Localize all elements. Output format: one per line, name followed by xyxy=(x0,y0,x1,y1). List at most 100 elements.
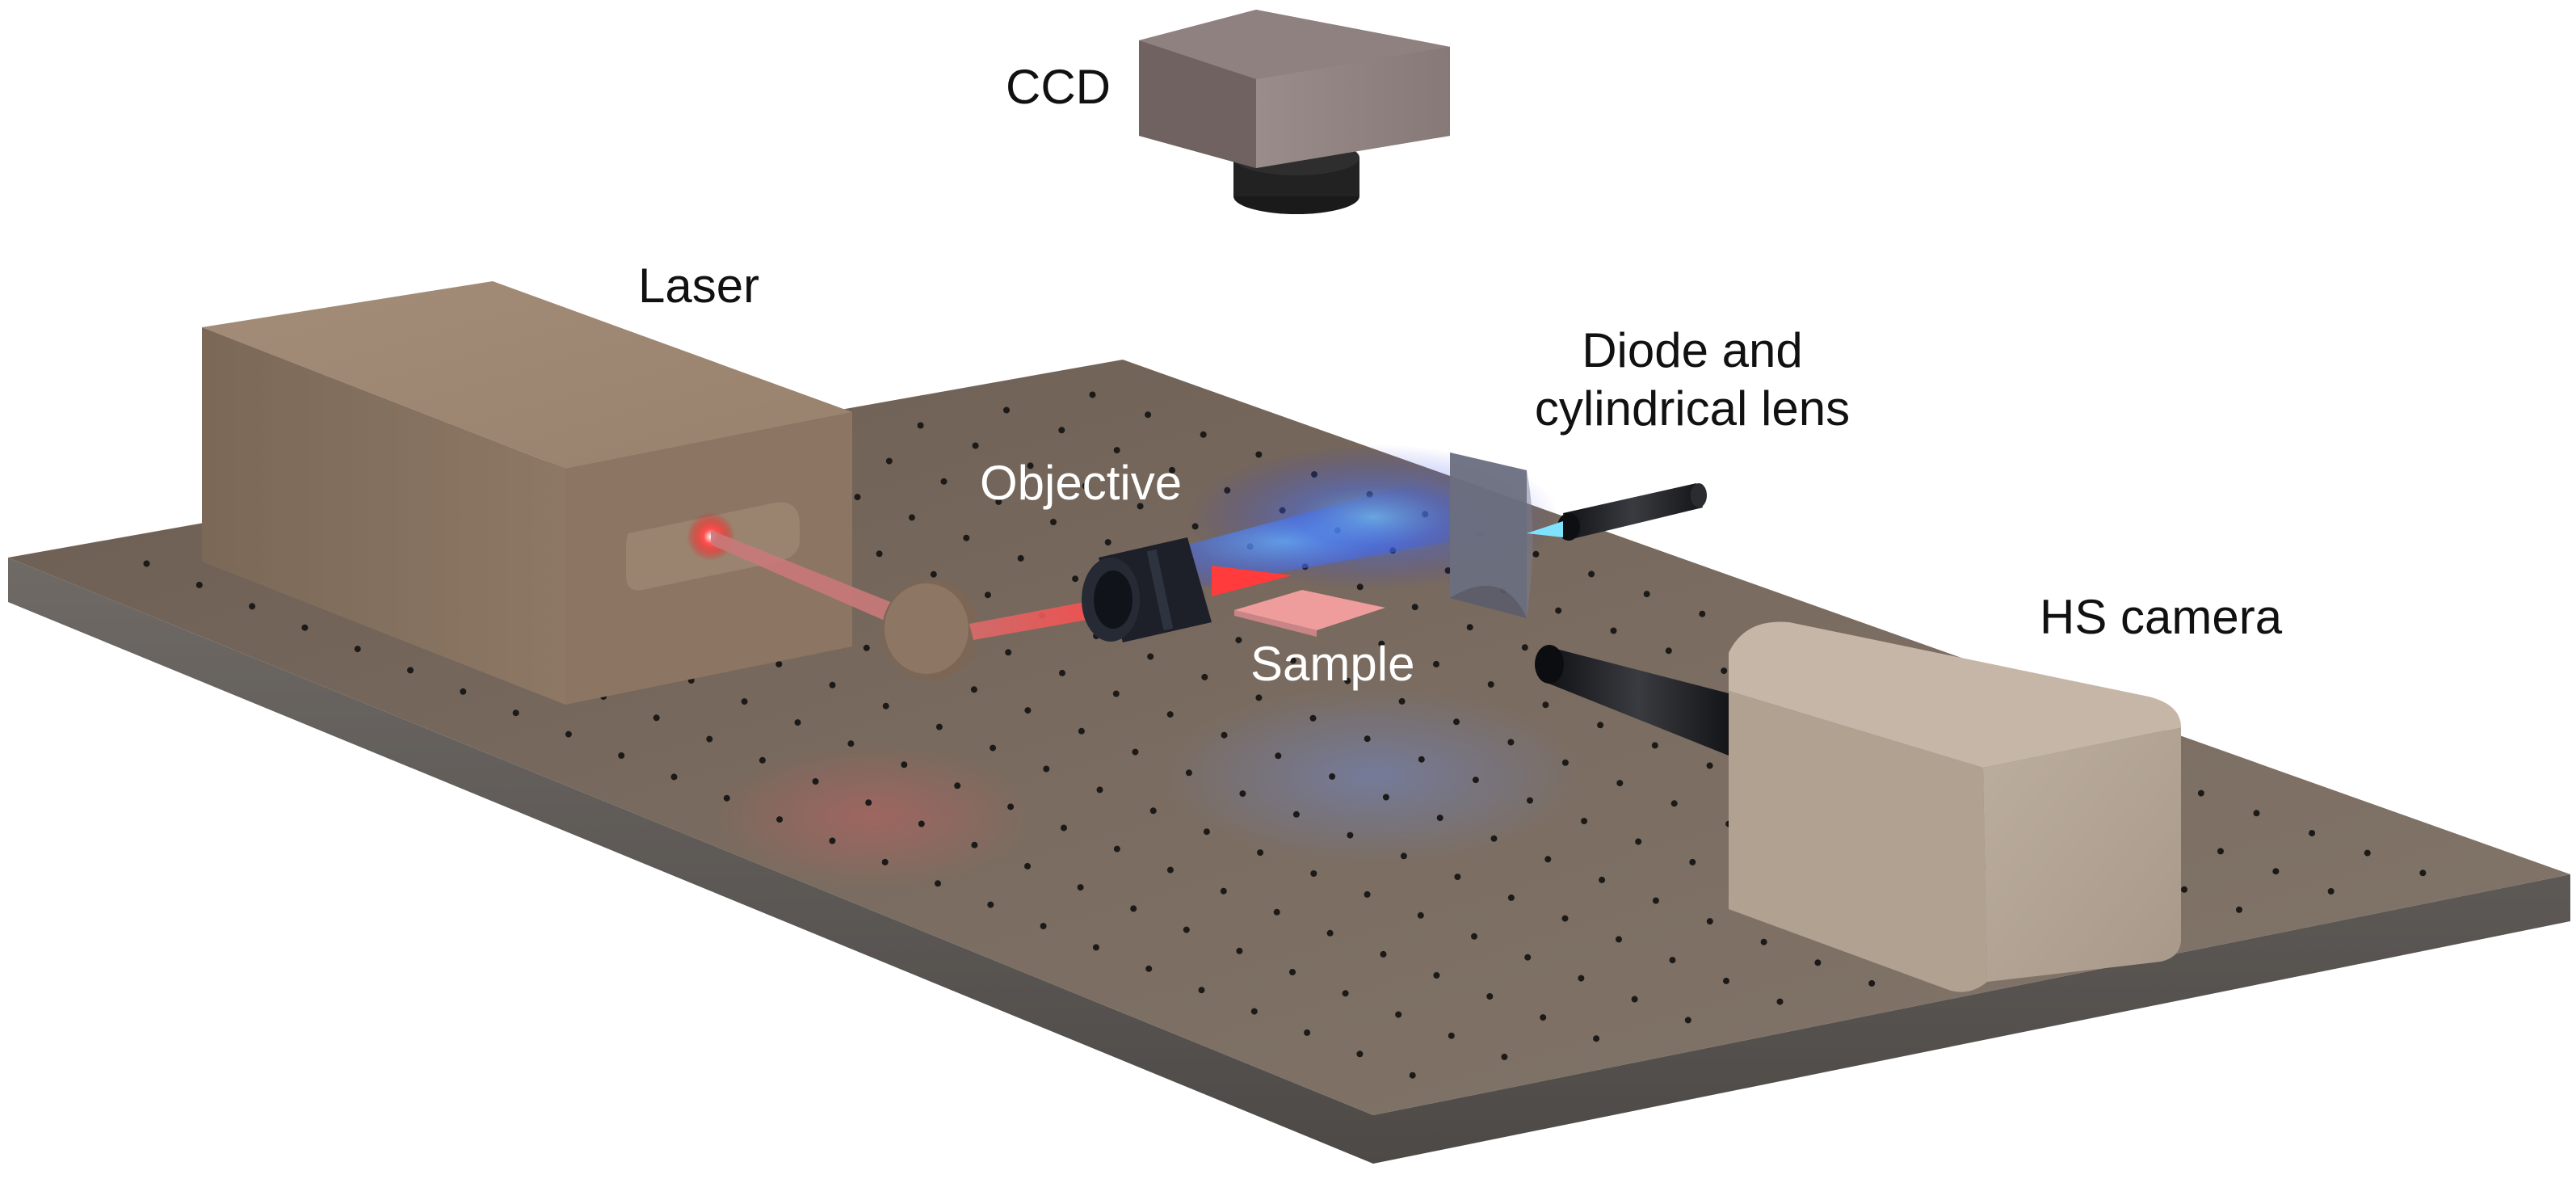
table-hole xyxy=(1472,777,1479,784)
table-hole xyxy=(1250,1008,1258,1015)
table-hole xyxy=(1040,923,1047,929)
label-objective: Objective xyxy=(980,456,1183,510)
table-hole xyxy=(2253,810,2260,817)
label-sample: Sample xyxy=(1250,637,1415,691)
table-hole xyxy=(2181,886,2187,893)
table-hole xyxy=(1239,790,1246,798)
table-hole xyxy=(1411,604,1418,611)
table-hole xyxy=(1027,462,1034,469)
table-hole xyxy=(1050,519,1057,525)
table-hole xyxy=(2419,869,2427,877)
table-hole xyxy=(1326,929,1334,937)
table-hole xyxy=(249,603,256,610)
table-hole xyxy=(1776,998,1784,1005)
table-hole xyxy=(1581,818,1588,824)
label-laser: Laser xyxy=(638,259,760,313)
table-hole xyxy=(1145,411,1152,419)
table-hole xyxy=(1221,731,1228,739)
table-hole xyxy=(1555,607,1562,614)
table-hole xyxy=(1652,897,1659,904)
table-hole xyxy=(1198,987,1205,994)
table-hole xyxy=(1203,828,1210,836)
table-hole xyxy=(1635,838,1642,845)
table-hole xyxy=(512,709,519,717)
table-hole xyxy=(1255,694,1263,701)
table-hole xyxy=(901,761,908,768)
table-hole xyxy=(1289,657,1296,664)
table-hole xyxy=(1183,926,1190,933)
table-hole xyxy=(1561,759,1569,766)
ccd-camera-icon xyxy=(1139,10,1450,214)
table-hole xyxy=(984,592,991,599)
table-hole xyxy=(1003,406,1010,414)
table-hole xyxy=(1616,936,1622,943)
table-hole xyxy=(940,478,948,485)
table-hole xyxy=(1309,714,1317,722)
table-hole xyxy=(1169,466,1175,474)
table-hole xyxy=(1382,794,1389,801)
table-hole xyxy=(1418,756,1425,763)
table-hole xyxy=(1616,780,1624,787)
table-hole xyxy=(1304,1029,1311,1036)
table-hole xyxy=(1255,451,1263,458)
table-hole xyxy=(1147,653,1154,660)
table-hole xyxy=(1433,660,1439,667)
laser-beam xyxy=(711,530,905,629)
table-hole xyxy=(2197,789,2204,797)
table-hole xyxy=(1665,647,1672,655)
table-hole xyxy=(759,756,766,764)
table-hole xyxy=(829,837,836,844)
table-hole xyxy=(1409,1072,1416,1079)
table-hole xyxy=(1699,610,1706,617)
objective-lens-icon xyxy=(1082,537,1212,642)
cylindrical-lens-icon xyxy=(1450,453,1533,618)
table-hole xyxy=(1043,765,1050,773)
table-hole xyxy=(1342,990,1349,997)
table-hole xyxy=(1527,797,1533,804)
table-hole xyxy=(847,740,855,747)
laser-icon xyxy=(202,281,852,705)
table-hole xyxy=(1096,786,1103,794)
table-hole xyxy=(935,880,941,887)
table-hole xyxy=(1706,762,1713,769)
table-hole xyxy=(1344,677,1351,684)
table-hole xyxy=(1436,815,1443,822)
sample-icon xyxy=(1234,590,1385,637)
table-hole xyxy=(865,799,872,806)
table-hole xyxy=(1220,887,1227,895)
table-hole xyxy=(1669,957,1676,964)
table-hole xyxy=(1292,811,1300,818)
table-hole xyxy=(885,457,893,465)
table-hole xyxy=(2309,830,2316,836)
table-hole xyxy=(1137,503,1144,510)
table-hole xyxy=(1364,735,1371,743)
table-hole xyxy=(653,714,660,722)
table-hole xyxy=(2217,848,2224,855)
table-hole xyxy=(1417,912,1424,919)
table-hole xyxy=(930,571,937,578)
table-hole xyxy=(1524,954,1532,961)
table-hole xyxy=(460,688,467,695)
hs-camera-icon xyxy=(1729,621,2181,992)
table-hole xyxy=(1185,769,1192,777)
table-hole xyxy=(1005,649,1012,656)
table-hole xyxy=(1082,482,1089,490)
table-hole xyxy=(863,644,870,651)
table-hole xyxy=(1471,933,1477,940)
label-hs-camera: HS camera xyxy=(2040,590,2283,644)
label-diode-line2: cylindrical lens xyxy=(1534,381,1851,436)
table-hole xyxy=(1610,627,1617,634)
table-hole xyxy=(1201,673,1208,680)
table-hole xyxy=(301,624,309,631)
table-hole xyxy=(1597,722,1604,729)
table-hole xyxy=(1061,824,1067,832)
mirror-icon xyxy=(882,580,979,680)
table-hole xyxy=(1398,697,1406,705)
table-hole xyxy=(670,773,678,781)
table-hole xyxy=(195,581,203,588)
table-hole xyxy=(1364,891,1371,898)
table-hole xyxy=(706,735,713,743)
table-hole xyxy=(1684,1017,1691,1024)
table-hole xyxy=(1868,979,1876,987)
